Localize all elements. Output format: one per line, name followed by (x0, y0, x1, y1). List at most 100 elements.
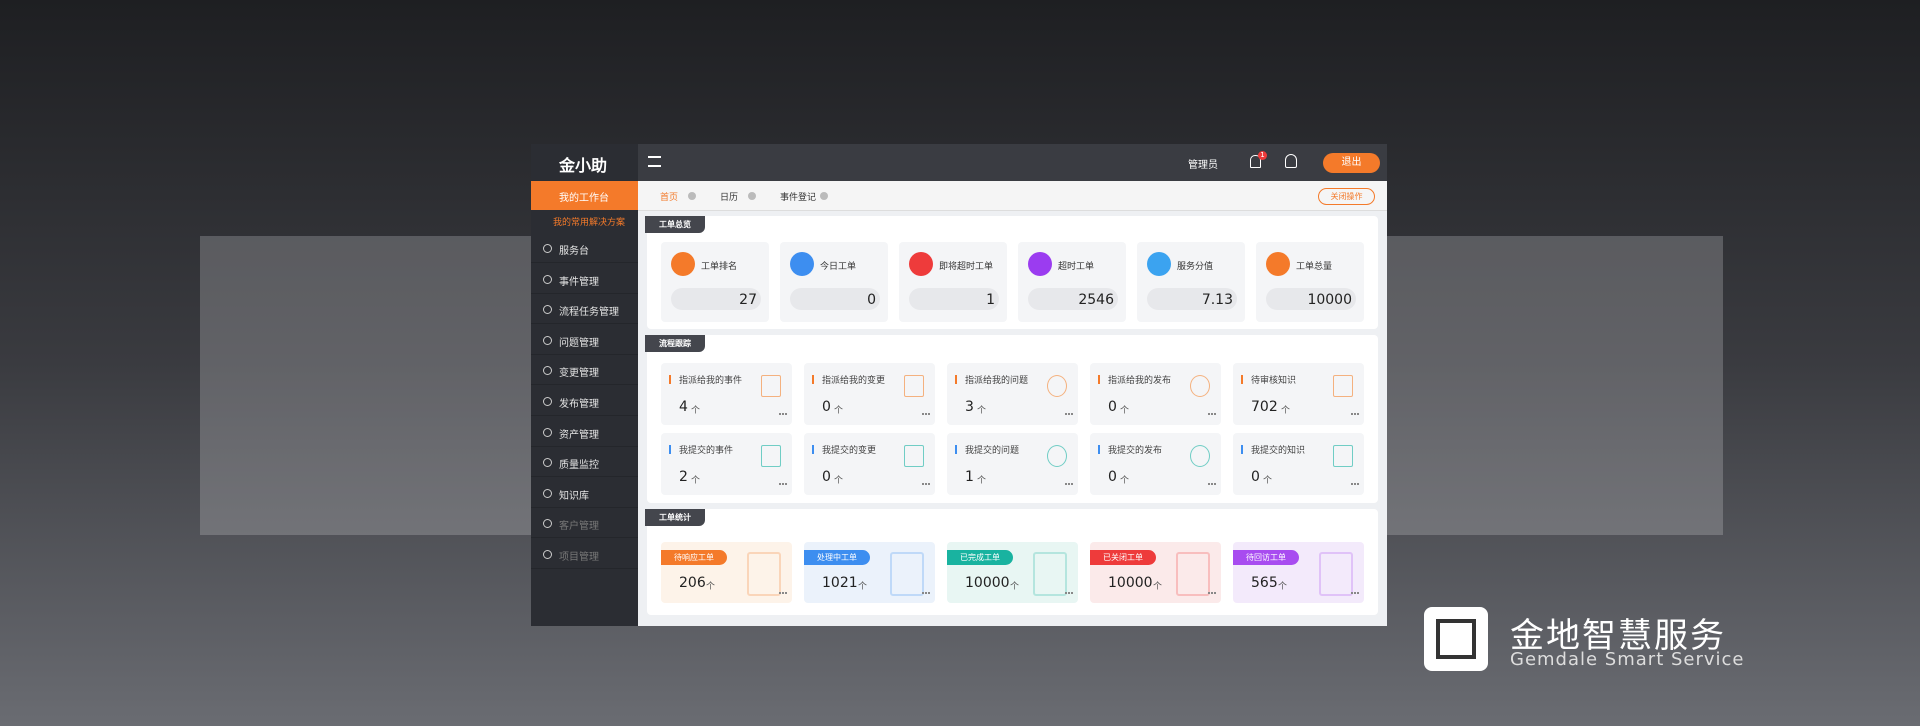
summary-icon (1033, 552, 1067, 596)
track-card[interactable]: 指派给我的发布 0 个 (1090, 363, 1221, 425)
menu-label: 资产管理 (559, 429, 599, 441)
stat-label: 工单排名 (701, 262, 738, 272)
menu-item[interactable]: 服务台 (531, 234, 638, 263)
summary-icon (1176, 552, 1210, 596)
more (1065, 483, 1073, 485)
summary-icon (890, 552, 924, 596)
menu-item[interactable]: 项目管理 (531, 540, 638, 569)
badge: 1 (1258, 151, 1267, 160)
stat-summary-card[interactable]: 已关闭工单 10000 个 (1090, 542, 1221, 603)
stat-summary-card[interactable]: 已完成工单 10000 个 (947, 542, 1078, 603)
more (779, 413, 787, 415)
tab-close[interactable] (748, 192, 756, 200)
track-card[interactable]: 我提交的问题 1 个 (947, 433, 1078, 495)
stat-bar (1266, 288, 1356, 310)
track-value: 0 (822, 469, 831, 485)
track-icon (761, 375, 781, 397)
track-card[interactable]: 指派给我的问题 3 个 (947, 363, 1078, 425)
track-label: 指派给我的事件 (679, 376, 743, 386)
menu-icon (543, 305, 552, 315)
tab-close[interactable] (688, 192, 696, 200)
summary-value: 565 (1251, 575, 1278, 591)
summary-tag: 待响应工单 (661, 550, 727, 565)
track-marker (1241, 445, 1243, 454)
menu-label: 变更管理 (559, 368, 599, 380)
submenu-item[interactable]: 我的常用解决方案 (553, 218, 626, 228)
track-card[interactable]: 指派给我的变更 0 个 (804, 363, 935, 425)
stat-summary-card[interactable]: 处理中工单 1021 个 (804, 542, 935, 603)
track-card[interactable]: 待审核知识 702 个 (1233, 363, 1364, 425)
track-card[interactable]: 我提交的变更 0 个 (804, 433, 935, 495)
menu-icon (543, 519, 552, 529)
track-card[interactable]: 我提交的知识 0 个 (1233, 433, 1364, 495)
menu-item[interactable]: 客户管理 (531, 509, 638, 539)
section-tag: 流程跟踪 (645, 335, 705, 352)
user-name[interactable]: 管理员 (1188, 160, 1218, 171)
stat-summary-card[interactable]: 待响应工单 206 个 (661, 542, 792, 603)
menu-icon (543, 427, 552, 437)
stat-card[interactable]: 工单排名 27 (661, 242, 769, 322)
menu-icon (543, 550, 552, 559)
stat-card[interactable]: 超时工单 2546 (1018, 242, 1126, 322)
section-tag: 工单总览 (645, 216, 705, 233)
sidebar: 金小助我的工作台我的常用解决方案服务台事件管理流程任务管理问题管理变更管理发布管… (531, 144, 638, 626)
menu-item[interactable]: 资产管理 (531, 418, 638, 447)
close-menu[interactable]: 关闭操作 (1318, 188, 1375, 205)
track-card[interactable]: 指派给我的事件 4 个 (661, 363, 792, 425)
track-icon (1190, 445, 1210, 467)
menu-item[interactable]: 知识库 (531, 479, 638, 508)
menu-label: 发布管理 (559, 399, 599, 410)
track-card[interactable]: 我提交的发布 0 个 (1090, 433, 1221, 495)
menu-item[interactable]: 变更管理 (531, 356, 638, 386)
stat-card[interactable]: 工单总量 10000 (1256, 242, 1364, 322)
summary-tag: 已完成工单 (947, 550, 1013, 565)
stat-card[interactable]: 今日工单 0 (780, 242, 888, 322)
tab-label: 事件登记 (780, 193, 817, 203)
track-marker (955, 375, 957, 384)
stat-card[interactable]: 服务分值 7.13 (1137, 242, 1245, 322)
menu-icon (543, 335, 552, 345)
menu-toggle[interactable] (648, 156, 661, 167)
logo: 金小助 (559, 156, 608, 175)
stat-label: 服务分值 (1177, 262, 1214, 272)
menu-item[interactable]: 问题管理 (531, 326, 638, 355)
summary-icon (747, 552, 781, 596)
summary-tag: 待回访工单 (1233, 550, 1299, 565)
track-card[interactable]: 我提交的事件 2 个 (661, 433, 792, 495)
menu-item[interactable]: 质量监控 (531, 448, 638, 478)
menu-item-active[interactable]: 我的工作台 (531, 181, 638, 210)
stat-bar (1028, 288, 1118, 310)
track-marker (955, 445, 957, 454)
menu-icon (543, 488, 552, 498)
track-unit: 个 (977, 406, 987, 416)
track-icon (904, 375, 924, 397)
stat-value: 7.13 (1201, 292, 1233, 308)
logout-button[interactable]: 退出 (1323, 153, 1380, 173)
track-icon (1333, 375, 1353, 397)
menu-item[interactable]: 事件管理 (531, 265, 638, 294)
stat-bar (671, 288, 761, 310)
bell[interactable] (1250, 155, 1261, 168)
menu-label: 客户管理 (559, 521, 599, 533)
more (1065, 592, 1073, 594)
track-label: 待审核知识 (1251, 376, 1297, 386)
user-icon[interactable] (1285, 154, 1297, 168)
menu-item[interactable]: 流程任务管理 (531, 295, 638, 325)
stat-icon (1266, 252, 1290, 276)
menu-label: 流程任务管理 (559, 307, 619, 319)
stat-value: 27 (739, 292, 757, 308)
stat-bar (790, 288, 880, 310)
stat-card[interactable]: 即将超时工单 1 (899, 242, 1007, 322)
menu-icon (543, 397, 552, 406)
track-marker (1098, 375, 1100, 384)
stat-label: 超时工单 (1058, 262, 1095, 272)
more (1351, 413, 1359, 415)
menu-item[interactable]: 发布管理 (531, 387, 638, 416)
menu-label: 服务台 (559, 246, 589, 257)
brand-icon-shape (1436, 619, 1476, 659)
menu-icon (543, 244, 552, 253)
track-icon (1047, 445, 1067, 467)
track-label: 我提交的问题 (965, 446, 1020, 456)
tab-close[interactable] (820, 192, 828, 200)
stat-summary-card[interactable]: 待回访工单 565 个 (1233, 542, 1364, 603)
